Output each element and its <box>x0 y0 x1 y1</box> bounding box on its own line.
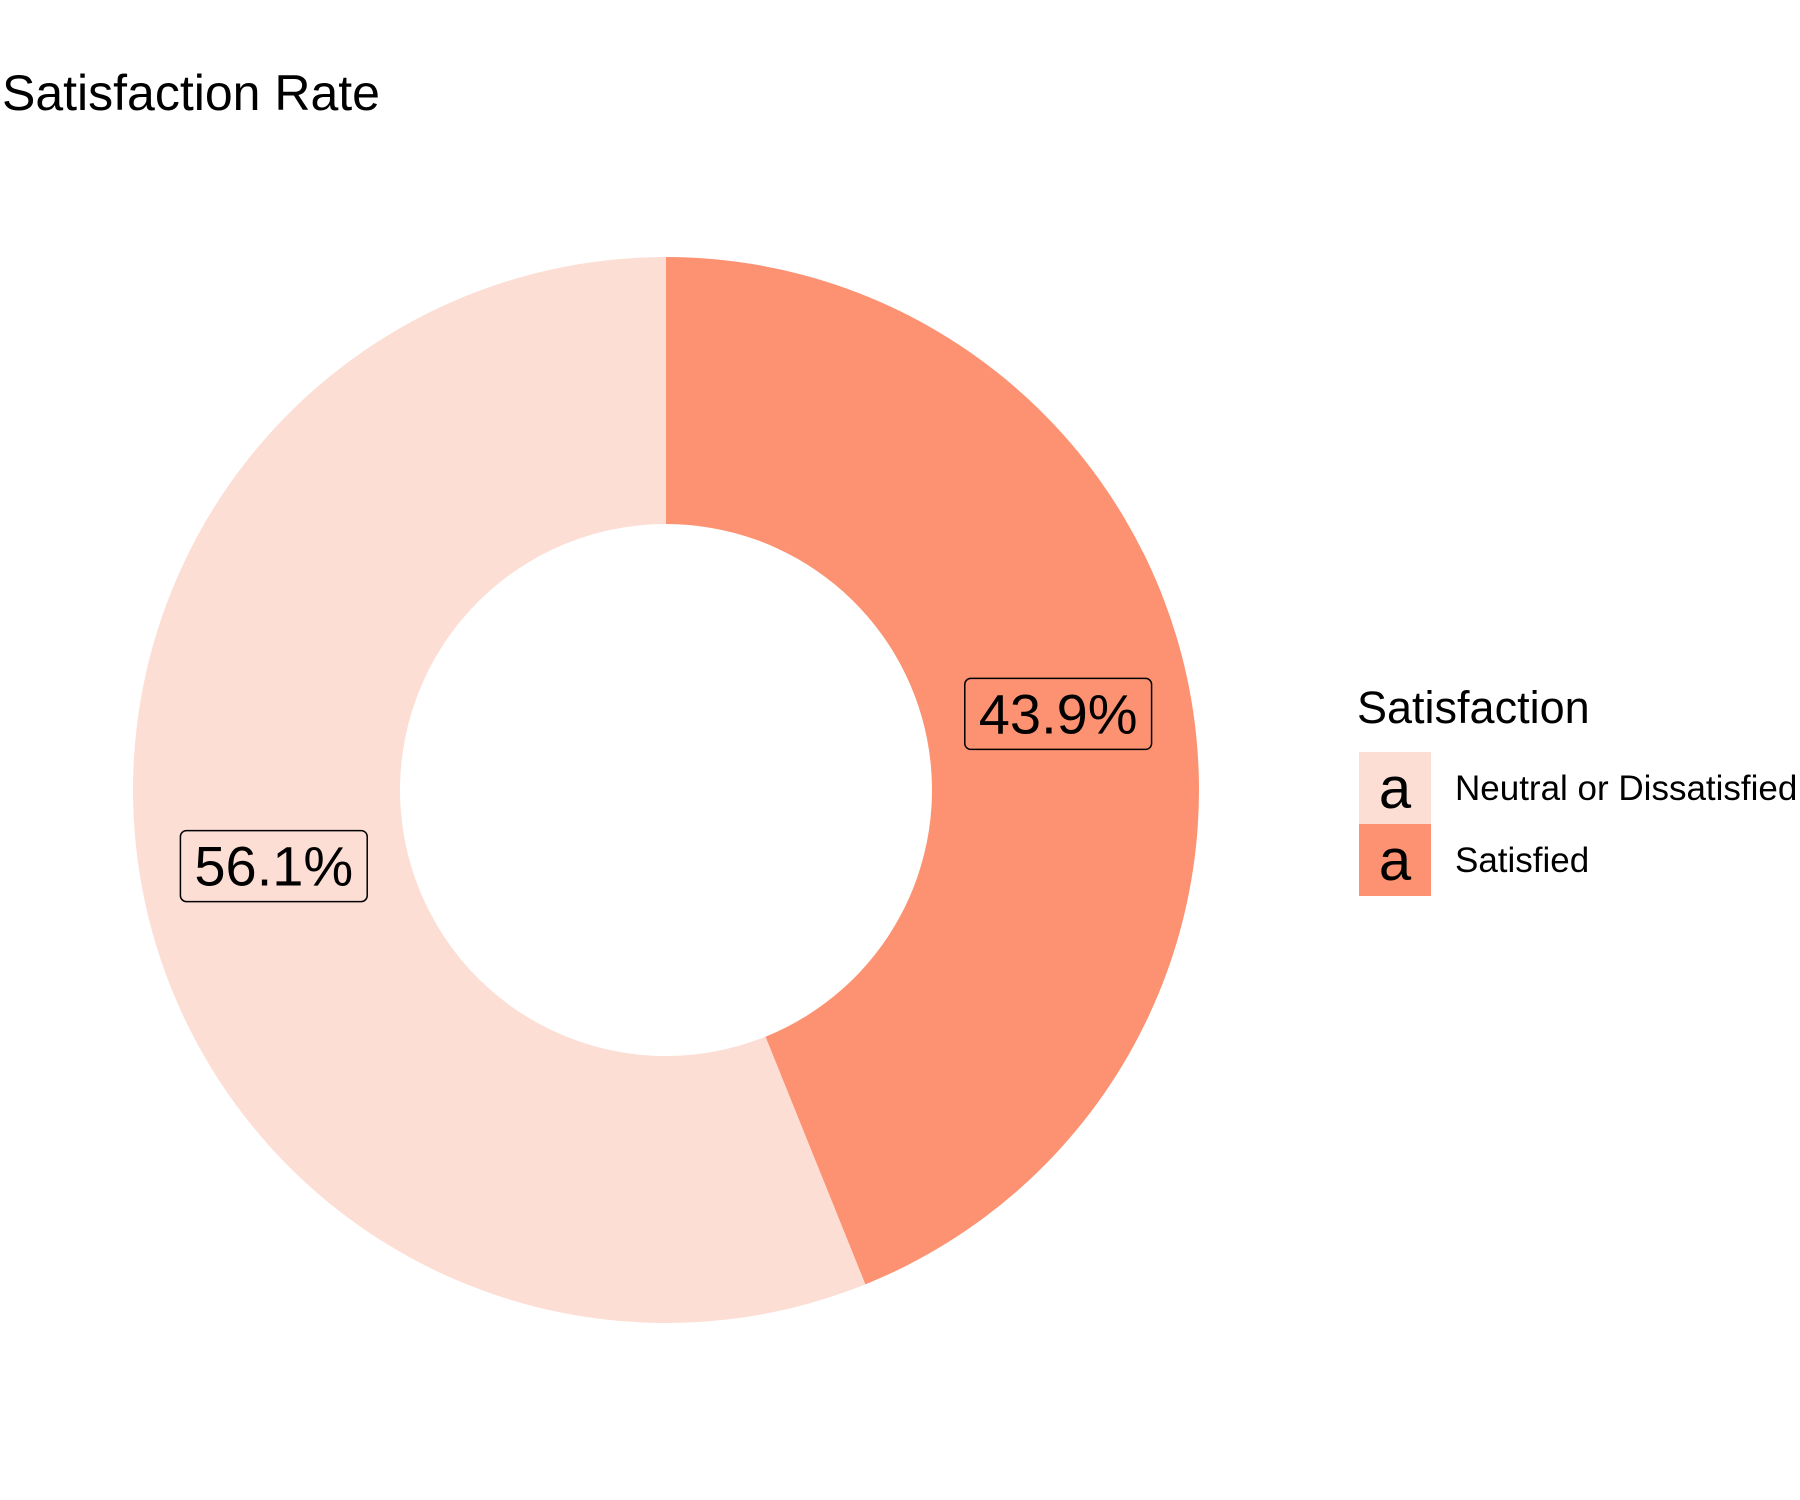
data-label-satisfied: 43.9% <box>964 677 1153 751</box>
legend-key <box>1359 824 1431 896</box>
legend-item-neutral-or-dissatisfied: a Neutral or Dissatisfied <box>1359 752 1797 824</box>
data-label-box <box>964 677 1153 751</box>
legend-item-satisfied: a Satisfied <box>1359 824 1589 896</box>
donut-slices <box>133 257 1200 1323</box>
slice-satisfied <box>666 257 1200 1285</box>
slice-labels: 43.9% 56.1% <box>179 677 1153 903</box>
data-label-box <box>179 829 368 903</box>
data-label-text: 56.1% <box>194 835 353 898</box>
legend-key-glyph: a <box>1379 828 1412 893</box>
chart-title: Satisfaction Rate <box>2 65 380 121</box>
legend: Satisfaction a Neutral or Dissatisfied a Sa… <box>1357 682 1797 896</box>
legend-title: Satisfaction <box>1357 682 1590 733</box>
data-label-neutral-or-dissatisfied: 56.1% <box>179 829 368 903</box>
legend-label: Satisfied <box>1455 841 1589 880</box>
data-label-text: 43.9% <box>979 682 1138 745</box>
slice-neutral-or-dissatisfied <box>133 257 866 1323</box>
legend-key-glyph: a <box>1379 756 1412 821</box>
legend-label: Neutral or Dissatisfied <box>1455 769 1797 808</box>
legend-items: a Neutral or Dissatisfied a Satisfied <box>1359 752 1797 896</box>
legend-key <box>1359 752 1431 824</box>
